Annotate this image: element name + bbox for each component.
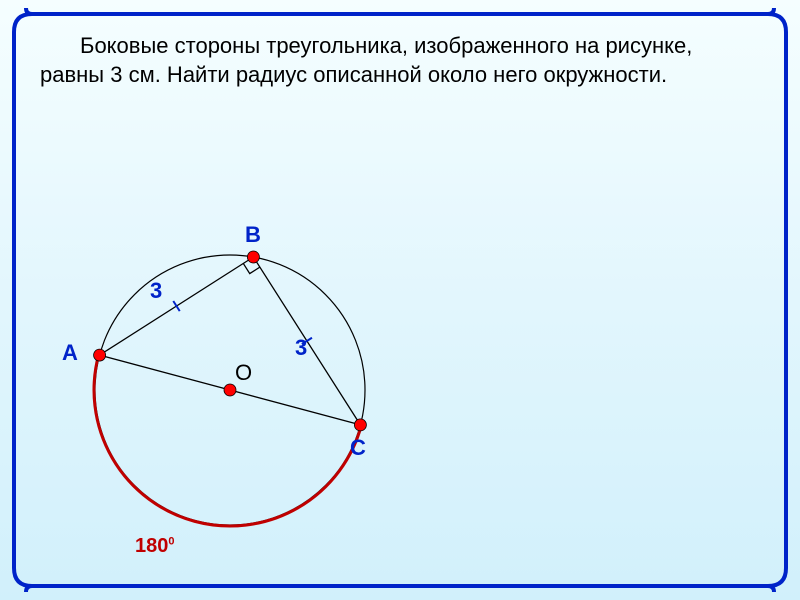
problem-text: Боковые стороны треугольника, изображенн… [40, 32, 760, 89]
arc-value: 180 [135, 535, 168, 557]
geometry-diagram: A B C O 3 3 1800 [70, 190, 390, 570]
problem-text-content: Боковые стороны треугольника, изображенн… [40, 33, 692, 87]
label-side-ab: 3 [150, 278, 162, 304]
label-arc: 1800 [135, 535, 175, 558]
label-c: C [350, 435, 366, 461]
label-o: O [235, 360, 252, 386]
label-b: B [245, 222, 261, 248]
label-side-bc: 3 [295, 335, 307, 361]
label-a: A [62, 340, 78, 366]
arc-degree: 0 [168, 535, 174, 547]
